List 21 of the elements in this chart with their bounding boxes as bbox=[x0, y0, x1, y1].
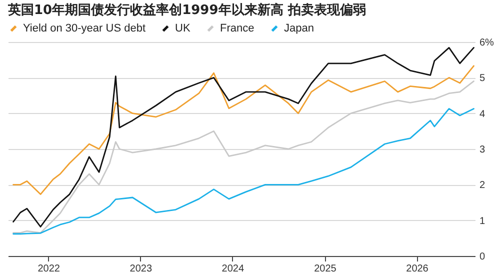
x-tick-label: 2024 bbox=[222, 264, 244, 274]
y-tick-label: 5 bbox=[480, 73, 486, 84]
legend-label: Yield on 30-year US debt bbox=[23, 22, 146, 35]
legend-label: UK bbox=[175, 22, 191, 35]
legend-label: Japan bbox=[284, 22, 314, 35]
x-tick-label: 2022 bbox=[38, 264, 60, 274]
x-tick-label: 2025 bbox=[314, 264, 337, 274]
y-tick-label: 2 bbox=[480, 180, 486, 192]
legend-label: France bbox=[220, 22, 254, 35]
y-tick-label: 3 bbox=[480, 144, 486, 156]
y-tick-label: 0 bbox=[480, 252, 486, 262]
chart-title: 英国10年期国债发行收益率创1999年以来新高 拍卖表现偏弱 bbox=[7, 2, 366, 18]
y-tick-label: 1 bbox=[480, 216, 486, 227]
line-series bbox=[12, 47, 474, 228]
y-tick-label: 4 bbox=[480, 108, 486, 120]
line-series bbox=[12, 108, 474, 235]
x-tick-label: 2026 bbox=[406, 264, 429, 274]
y-tick-label: 6% bbox=[480, 38, 494, 48]
line-series bbox=[12, 80, 474, 234]
x-tick-label: 2023 bbox=[130, 264, 152, 274]
line-series bbox=[12, 65, 474, 195]
